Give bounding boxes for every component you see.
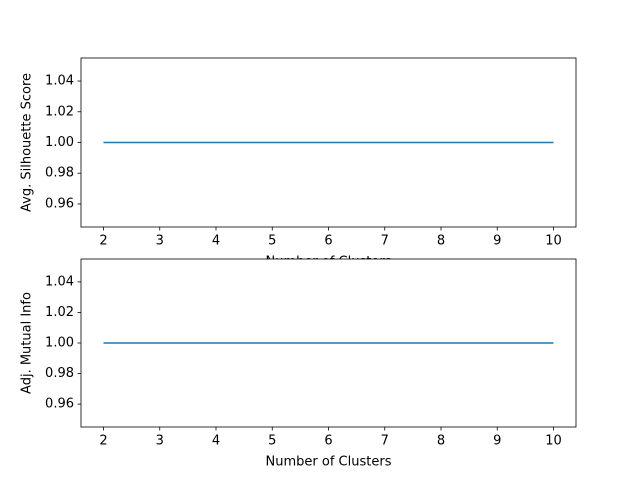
x-tick-label: 6 (324, 434, 332, 449)
x-tick-label: 5 (268, 234, 276, 249)
x-tick-label: 9 (493, 434, 501, 449)
x-tick-label: 9 (493, 234, 501, 249)
y-tick-label: 0.98 (45, 166, 74, 181)
x-tick-label: 4 (212, 234, 220, 249)
x-tick-label: 5 (268, 434, 276, 449)
x-tick-label: 3 (156, 234, 164, 249)
x-tick-label: 2 (99, 434, 107, 449)
y-tick-label: 1.04 (45, 74, 74, 89)
x-tick-label: 6 (324, 234, 332, 249)
y-axis-label: Adj. Mutual Info (20, 292, 35, 394)
axes-frame (80, 57, 577, 228)
y-tick-label: 1.02 (45, 104, 74, 119)
x-tick-label: 10 (545, 434, 562, 449)
x-tick-label: 10 (545, 234, 562, 249)
y-tick-label: 1.00 (45, 135, 74, 150)
x-tick-label: 8 (437, 234, 445, 249)
y-tick-label: 0.96 (45, 397, 74, 412)
y-tick-label: 1.00 (45, 336, 74, 351)
x-tick-label: 4 (212, 434, 220, 449)
x-axis-label: Number of Clusters (266, 455, 392, 470)
axes-frame (80, 258, 577, 428)
x-tick-label: 3 (156, 434, 164, 449)
y-tick-label: 1.04 (45, 274, 74, 289)
y-tick-label: 0.98 (45, 366, 74, 381)
x-tick-label: 7 (381, 234, 389, 249)
y-tick-label: 1.02 (45, 305, 74, 320)
y-tick-label: 0.96 (45, 196, 74, 211)
x-tick-label: 8 (437, 434, 445, 449)
x-tick-label: 2 (99, 234, 107, 249)
x-tick-label: 7 (381, 434, 389, 449)
y-axis-label: Avg. Silhouette Score (20, 73, 35, 212)
